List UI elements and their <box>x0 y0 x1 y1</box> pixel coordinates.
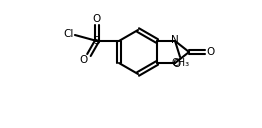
Text: Cl: Cl <box>64 29 74 39</box>
Text: N: N <box>171 35 179 45</box>
Text: O: O <box>80 55 88 65</box>
Text: O: O <box>93 14 101 24</box>
Text: S: S <box>94 36 100 46</box>
Text: O: O <box>206 47 214 57</box>
Text: O: O <box>172 59 180 69</box>
Text: CH₃: CH₃ <box>172 58 190 68</box>
